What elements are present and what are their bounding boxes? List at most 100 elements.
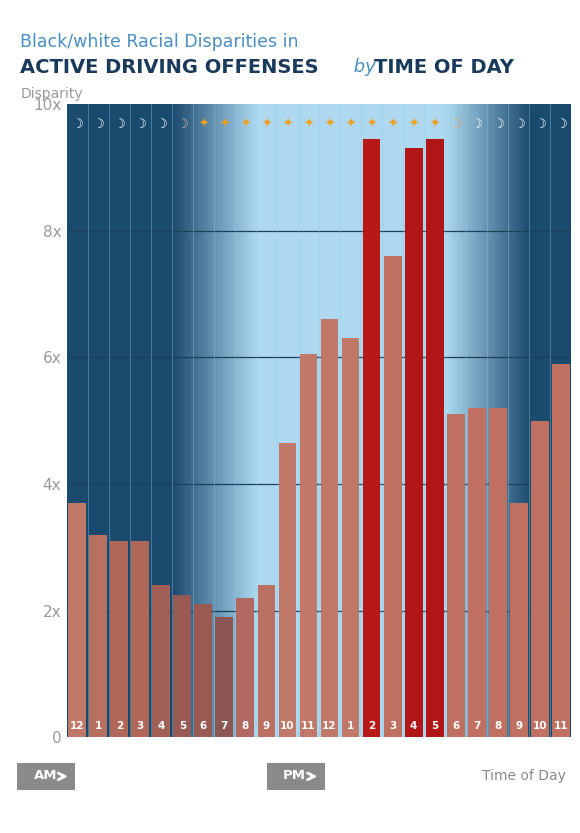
Bar (191, 104, 193, 737)
Bar (513, 104, 514, 737)
Bar (445, 104, 447, 737)
Text: ✦: ✦ (367, 118, 377, 131)
Bar (248, 104, 249, 737)
Bar (505, 104, 507, 737)
Text: ☽: ☽ (492, 118, 503, 131)
Bar (215, 617, 233, 737)
Bar (184, 104, 186, 737)
Bar (450, 104, 451, 737)
Bar (68, 503, 86, 737)
Bar (211, 104, 212, 737)
Bar (249, 104, 251, 737)
Bar (495, 104, 497, 737)
Bar (552, 364, 570, 737)
Bar (173, 595, 191, 737)
Bar (258, 586, 275, 737)
Text: TIME OF DAY: TIME OF DAY (374, 58, 514, 77)
Bar (474, 104, 476, 737)
Bar (405, 148, 423, 737)
Bar (177, 104, 179, 737)
Bar (503, 104, 504, 737)
Bar (205, 104, 207, 737)
Text: 11: 11 (301, 721, 316, 731)
Text: Time of Day: Time of Day (481, 770, 566, 783)
Bar (237, 598, 255, 737)
Bar (218, 104, 219, 737)
Bar (235, 104, 236, 737)
Bar (194, 104, 195, 737)
Text: 4: 4 (158, 721, 165, 731)
Bar (110, 541, 128, 737)
Text: ✦: ✦ (303, 118, 314, 131)
Bar (238, 104, 239, 737)
Text: ☽: ☽ (155, 118, 167, 131)
Bar (215, 104, 217, 737)
Bar (456, 104, 458, 737)
Bar (481, 104, 483, 737)
Bar (212, 104, 214, 737)
Bar (524, 104, 525, 737)
Bar (217, 104, 218, 737)
Bar (175, 104, 176, 737)
Bar (190, 104, 191, 737)
Bar (278, 443, 296, 737)
Bar (465, 104, 466, 737)
Bar (251, 104, 252, 737)
Bar (478, 104, 480, 737)
Bar (458, 104, 459, 737)
Bar (182, 104, 183, 737)
Text: 2: 2 (115, 721, 123, 731)
Bar (448, 104, 450, 737)
Bar (221, 104, 222, 737)
Bar (187, 104, 188, 737)
Bar (487, 104, 488, 737)
Bar (527, 104, 528, 737)
Bar (473, 104, 474, 737)
Bar (242, 104, 244, 737)
Bar (476, 104, 477, 737)
Bar (491, 104, 493, 737)
Bar (480, 104, 481, 737)
Bar (459, 104, 461, 737)
Bar (521, 104, 522, 737)
Bar (183, 104, 184, 737)
Bar (483, 104, 484, 737)
Bar (514, 104, 515, 737)
Bar (342, 338, 360, 737)
Bar (484, 104, 486, 737)
Text: 12: 12 (322, 721, 337, 731)
Text: ☽: ☽ (471, 118, 483, 131)
Bar (494, 104, 495, 737)
Bar (252, 104, 253, 737)
Bar (225, 104, 226, 737)
Bar (197, 104, 198, 737)
Text: 7: 7 (221, 721, 228, 731)
Text: 9: 9 (263, 721, 270, 731)
Text: 12: 12 (70, 721, 85, 731)
Bar (507, 104, 508, 737)
Bar (222, 104, 224, 737)
Bar (232, 104, 234, 737)
Text: ✦: ✦ (198, 118, 209, 131)
Bar (462, 104, 463, 737)
Bar (194, 604, 212, 737)
Text: 10: 10 (532, 721, 547, 731)
Bar (321, 319, 339, 737)
Text: by: by (348, 58, 382, 77)
Text: PM: PM (283, 770, 306, 782)
Bar (510, 104, 511, 737)
Text: ✦: ✦ (240, 118, 251, 131)
Bar (180, 104, 182, 737)
Bar (477, 104, 478, 737)
Bar (239, 104, 241, 737)
Bar (228, 104, 229, 737)
Bar (531, 421, 549, 737)
Text: Black/white Racial Disparities in: Black/white Racial Disparities in (20, 33, 299, 52)
Bar (515, 104, 517, 737)
Bar (486, 104, 487, 737)
Bar (204, 104, 205, 737)
Text: ✦: ✦ (219, 118, 230, 131)
Bar (229, 104, 231, 737)
Text: ✦: ✦ (345, 118, 356, 131)
Text: ✦: ✦ (282, 118, 293, 131)
